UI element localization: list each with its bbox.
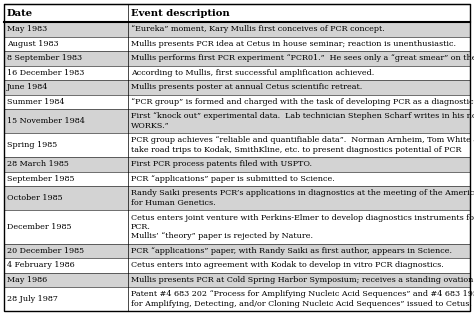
Bar — [4, 157, 470, 172]
Text: May 1983: May 1983 — [7, 25, 47, 33]
Text: First “knock out” experimental data.  Lab technician Stephen Scharf writes in hi: First “knock out” experimental data. Lab… — [131, 113, 474, 130]
Text: 8 September 1983: 8 September 1983 — [7, 54, 82, 62]
Text: According to Mullis, first successful amplification achieved.: According to Mullis, first successful am… — [131, 69, 374, 77]
Bar — [4, 37, 470, 51]
Bar — [4, 80, 470, 94]
Bar — [4, 4, 470, 22]
Text: PCR group achieves “reliable and quantifiable data”.  Norman Arnheim, Tom White : PCR group achieves “reliable and quantif… — [131, 136, 474, 154]
Text: Date: Date — [7, 8, 33, 17]
Bar — [4, 94, 470, 109]
Bar — [4, 210, 470, 244]
Text: Cetus enters into agreement with Kodak to develop in vitro PCR diagnostics.: Cetus enters into agreement with Kodak t… — [131, 261, 444, 269]
Bar — [4, 66, 470, 80]
Bar — [4, 258, 470, 272]
Text: Event description: Event description — [131, 8, 230, 17]
Text: 16 December 1983: 16 December 1983 — [7, 69, 84, 77]
Text: First PCR process patents filed with USPTO.: First PCR process patents filed with USP… — [131, 160, 312, 168]
Text: Mullis presents PCR at Cold Spring Harbor Symposium; receives a standing ovation: Mullis presents PCR at Cold Spring Harbo… — [131, 276, 474, 284]
Bar — [4, 51, 470, 66]
Text: October 1985: October 1985 — [7, 194, 63, 202]
Bar — [4, 287, 470, 311]
Text: PCR “applications” paper, with Randy Saiki as first author, appears in Science.: PCR “applications” paper, with Randy Sai… — [131, 247, 452, 255]
Text: Summer 1984: Summer 1984 — [7, 98, 64, 106]
Text: June 1984: June 1984 — [7, 83, 48, 91]
Bar — [4, 109, 470, 133]
Text: August 1983: August 1983 — [7, 40, 59, 48]
Text: “PCR group” is formed and charged with the task of developing PCR as a diagnosti: “PCR group” is formed and charged with t… — [131, 98, 474, 106]
Text: Mullis presents PCR idea at Cetus in house seminar; reaction is unenthusiastic.: Mullis presents PCR idea at Cetus in hou… — [131, 40, 456, 48]
Text: September 1985: September 1985 — [7, 175, 74, 183]
Text: Spring 1985: Spring 1985 — [7, 141, 57, 149]
Text: May 1986: May 1986 — [7, 276, 47, 284]
Text: 15 November 1984: 15 November 1984 — [7, 117, 85, 125]
Bar — [4, 133, 470, 157]
Text: 28 July 1987: 28 July 1987 — [7, 295, 58, 303]
Text: Mullis presents poster at annual Cetus scientific retreat.: Mullis presents poster at annual Cetus s… — [131, 83, 362, 91]
Bar — [4, 172, 470, 186]
Text: “Eureka” moment, Kary Mullis first conceives of PCR concept.: “Eureka” moment, Kary Mullis first conce… — [131, 25, 385, 33]
Text: Patent #4 683 202 “Process for Amplifying Nucleic Acid Sequences” and #4 683 195: Patent #4 683 202 “Process for Amplifyin… — [131, 290, 474, 308]
Text: Mullis performs first PCR experiment “PCR01.”  He sees only a “great smear” on t: Mullis performs first PCR experiment “PC… — [131, 54, 474, 62]
Bar — [4, 244, 470, 258]
Bar — [4, 22, 470, 37]
Text: Randy Saiki presents PCR’s applications in diagnostics at the meeting of the Ame: Randy Saiki presents PCR’s applications … — [131, 189, 474, 207]
Bar — [4, 186, 470, 210]
Text: PCR “applications” paper is submitted to Science.: PCR “applications” paper is submitted to… — [131, 175, 335, 183]
Text: 28 March 1985: 28 March 1985 — [7, 160, 69, 168]
Bar — [4, 272, 470, 287]
Text: Cetus enters joint venture with Perkins-Elmer to develop diagnostics instruments: Cetus enters joint venture with Perkins-… — [131, 213, 474, 240]
Text: December 1985: December 1985 — [7, 223, 72, 231]
Text: 4 February 1986: 4 February 1986 — [7, 261, 75, 269]
Text: 20 December 1985: 20 December 1985 — [7, 247, 84, 255]
